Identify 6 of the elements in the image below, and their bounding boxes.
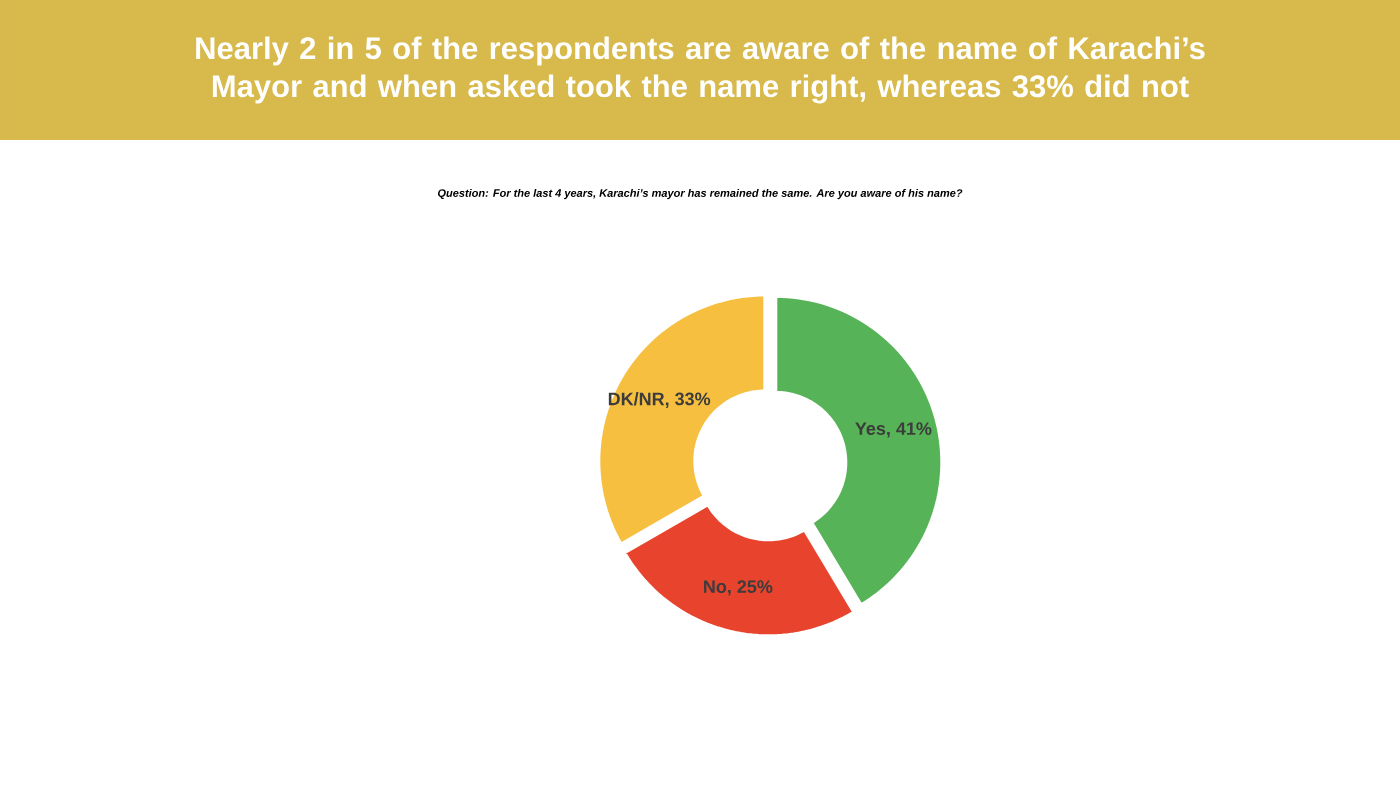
- data-label: , 25%: [728, 580, 773, 596]
- slice-label: Yes: [855, 422, 886, 435]
- slice-label: No: [704, 580, 727, 593]
- chart-title: Nearly 2 in 5 of the respondents are aware of the name of Karachi’s Mayor and when asked took the name right, whereas 33% did not: [196, 36, 1205, 104]
- data-label: , 41%: [887, 422, 932, 438]
- data-label: , 33%: [665, 392, 711, 408]
